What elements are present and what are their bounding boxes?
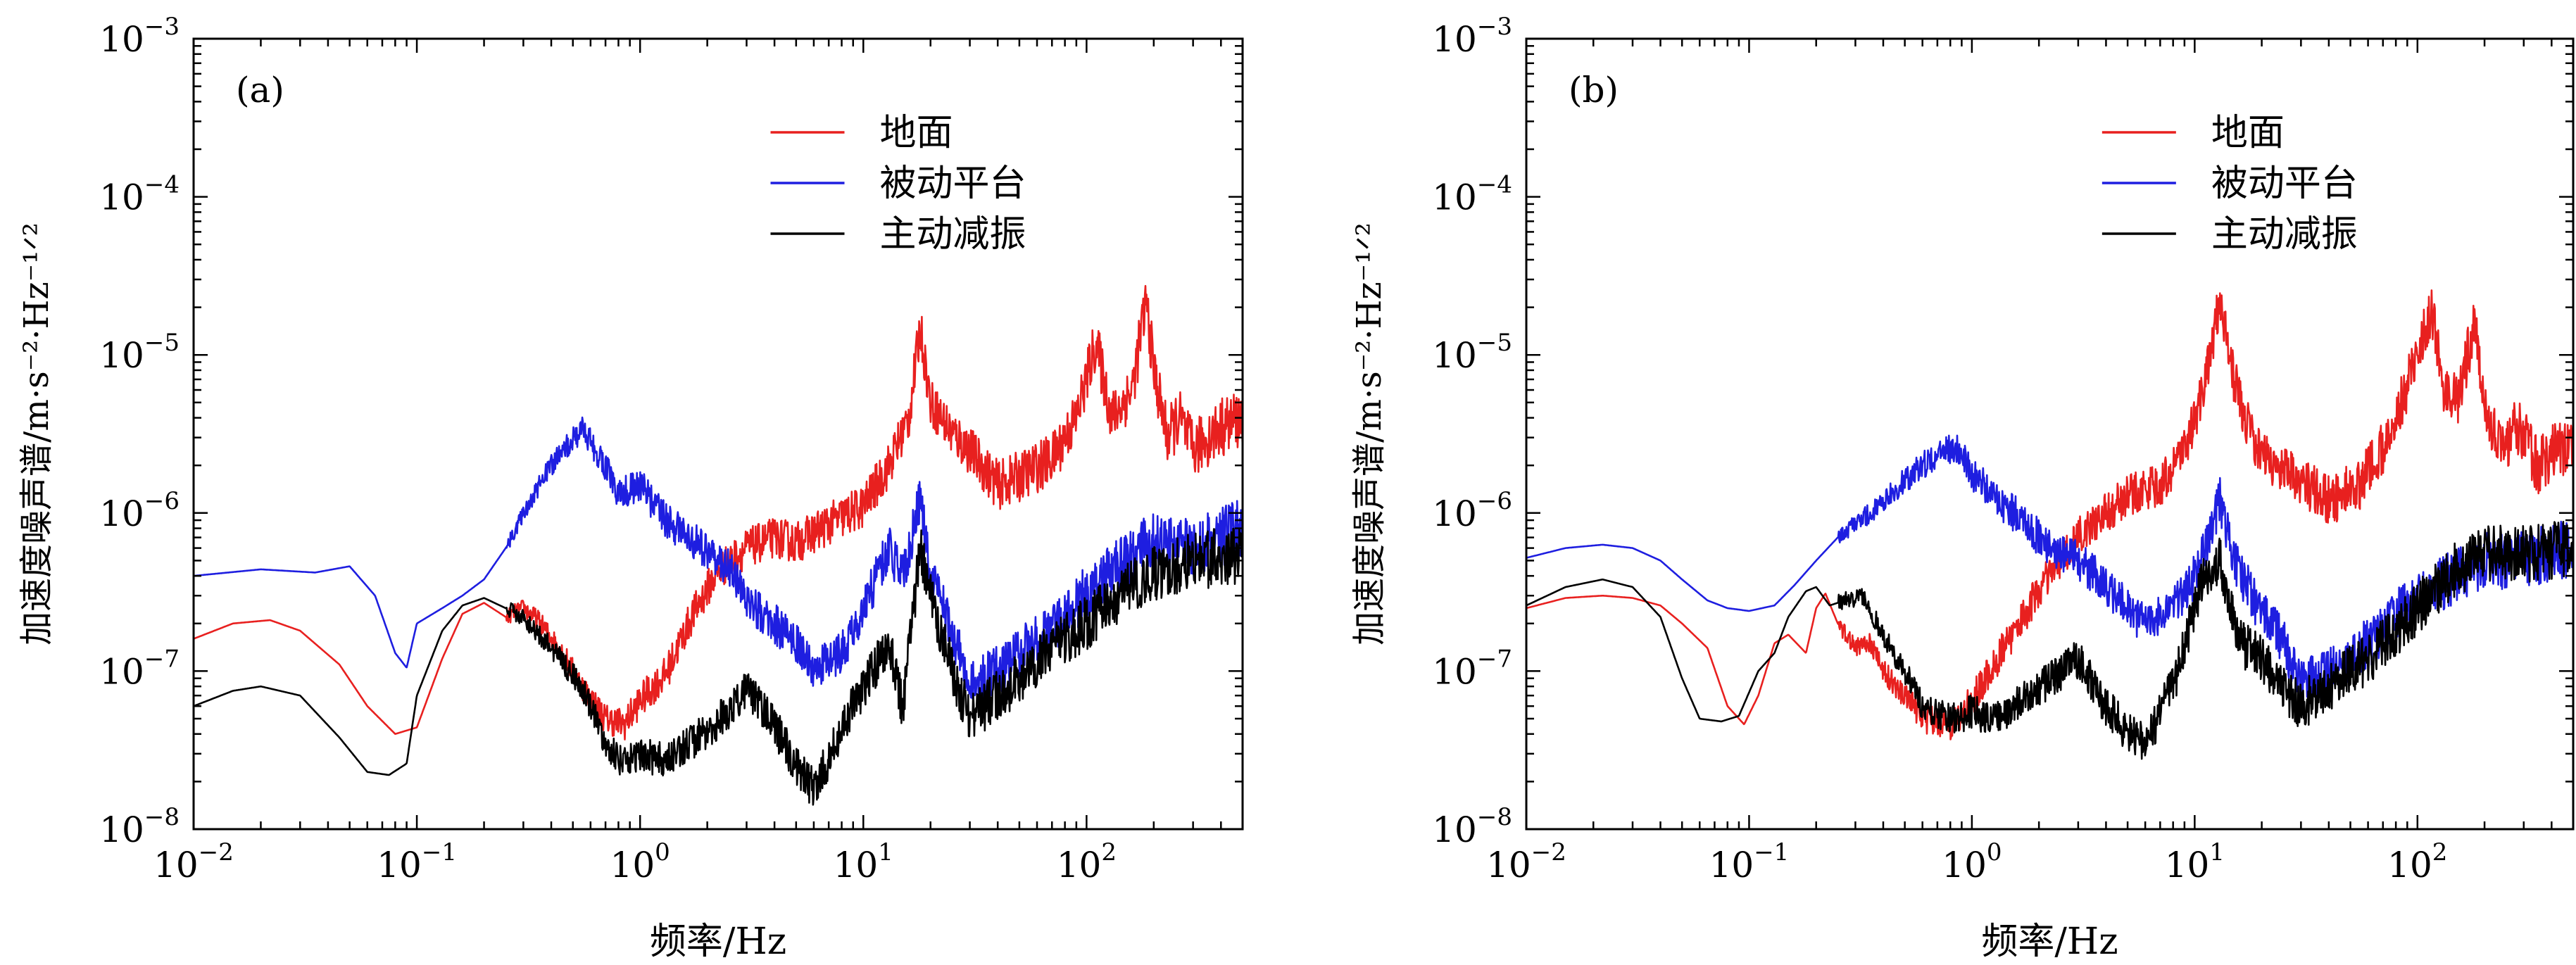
panel-label: (a) xyxy=(236,70,284,111)
x-tick-label: 102 xyxy=(1057,838,1117,885)
y-tick-label: 10−7 xyxy=(1432,645,1512,692)
y-tick-label: 10−5 xyxy=(99,329,180,376)
x-tick-label: 100 xyxy=(610,838,670,885)
y-axis: 10−8 10−7 10−6 10−5 10−4 10−3 xyxy=(1432,13,2573,850)
chart-panel-a: 10−2 10−1 100 101 10210−810−710−610−510−410−… xyxy=(17,13,1244,963)
series-line-3 xyxy=(194,527,1243,806)
y-tick-label: 10−6 xyxy=(1432,487,1512,534)
y-axis-label: 加速度噪声谱/m·s⁻²·Hz⁻¹ᐟ² xyxy=(1350,222,1389,645)
legend-label: 地面 xyxy=(880,112,953,154)
series-group xyxy=(194,284,1243,806)
series-line-2 xyxy=(194,416,1243,705)
x-tick-label: 101 xyxy=(834,838,893,885)
legend-label: 被动平台 xyxy=(2211,163,2358,205)
y-tick-label: 10−4 xyxy=(99,171,180,218)
y-tick-label: 10−7 xyxy=(99,645,180,692)
series-line-1 xyxy=(194,284,1243,740)
x-axis-label: 频率/Hz xyxy=(650,921,786,963)
x-tick-label: 102 xyxy=(2387,838,2447,885)
y-axis-label: 加速度噪声谱/m·s⁻²·Hz⁻¹ᐟ² xyxy=(17,222,56,645)
x-axis: 10−2 10−1 100 101 102 xyxy=(153,39,1244,885)
x-tick-label: 10−1 xyxy=(1709,838,1790,885)
y-axis: 10−8 10−7 10−6 10−5 10−4 10−3 xyxy=(99,13,1243,850)
x-tick-label: 101 xyxy=(2165,838,2225,885)
series-line-1 xyxy=(1526,289,2573,740)
x-tick-label: 100 xyxy=(1942,838,2002,885)
y-tick-label: 10−5 xyxy=(1432,329,1512,376)
x-axis-label: 频率/Hz xyxy=(1981,921,2118,963)
plot-frame xyxy=(192,37,1244,831)
plot-frame xyxy=(1525,37,2575,831)
chart-panel-b: 10−2 10−1 100 101 10210−810−710−610−510−410−… xyxy=(1350,13,2575,963)
panel-label: (b) xyxy=(1569,70,1619,111)
series-group xyxy=(1526,289,2573,760)
y-tick-label: 10−4 xyxy=(1432,171,1512,218)
x-tick-label: 10−2 xyxy=(153,838,234,885)
series-line-3 xyxy=(1526,521,2573,760)
legend-label: 地面 xyxy=(2211,112,2285,154)
y-tick-label: 10−3 xyxy=(99,13,180,60)
y-tick-label: 10−8 xyxy=(99,803,180,850)
y-tick-label: 10−3 xyxy=(1432,13,1512,60)
x-tick-label: 10−1 xyxy=(377,838,457,885)
legend-label: 主动减振 xyxy=(2211,213,2358,256)
y-tick-label: 10−8 xyxy=(1432,803,1512,850)
legend-label: 主动减振 xyxy=(880,213,1026,256)
x-tick-label: 10−2 xyxy=(1486,838,1566,885)
legend-label: 被动平台 xyxy=(880,163,1026,205)
y-tick-label: 10−6 xyxy=(99,487,180,534)
x-axis: 10−2 10−1 100 101 102 xyxy=(1486,39,2575,885)
